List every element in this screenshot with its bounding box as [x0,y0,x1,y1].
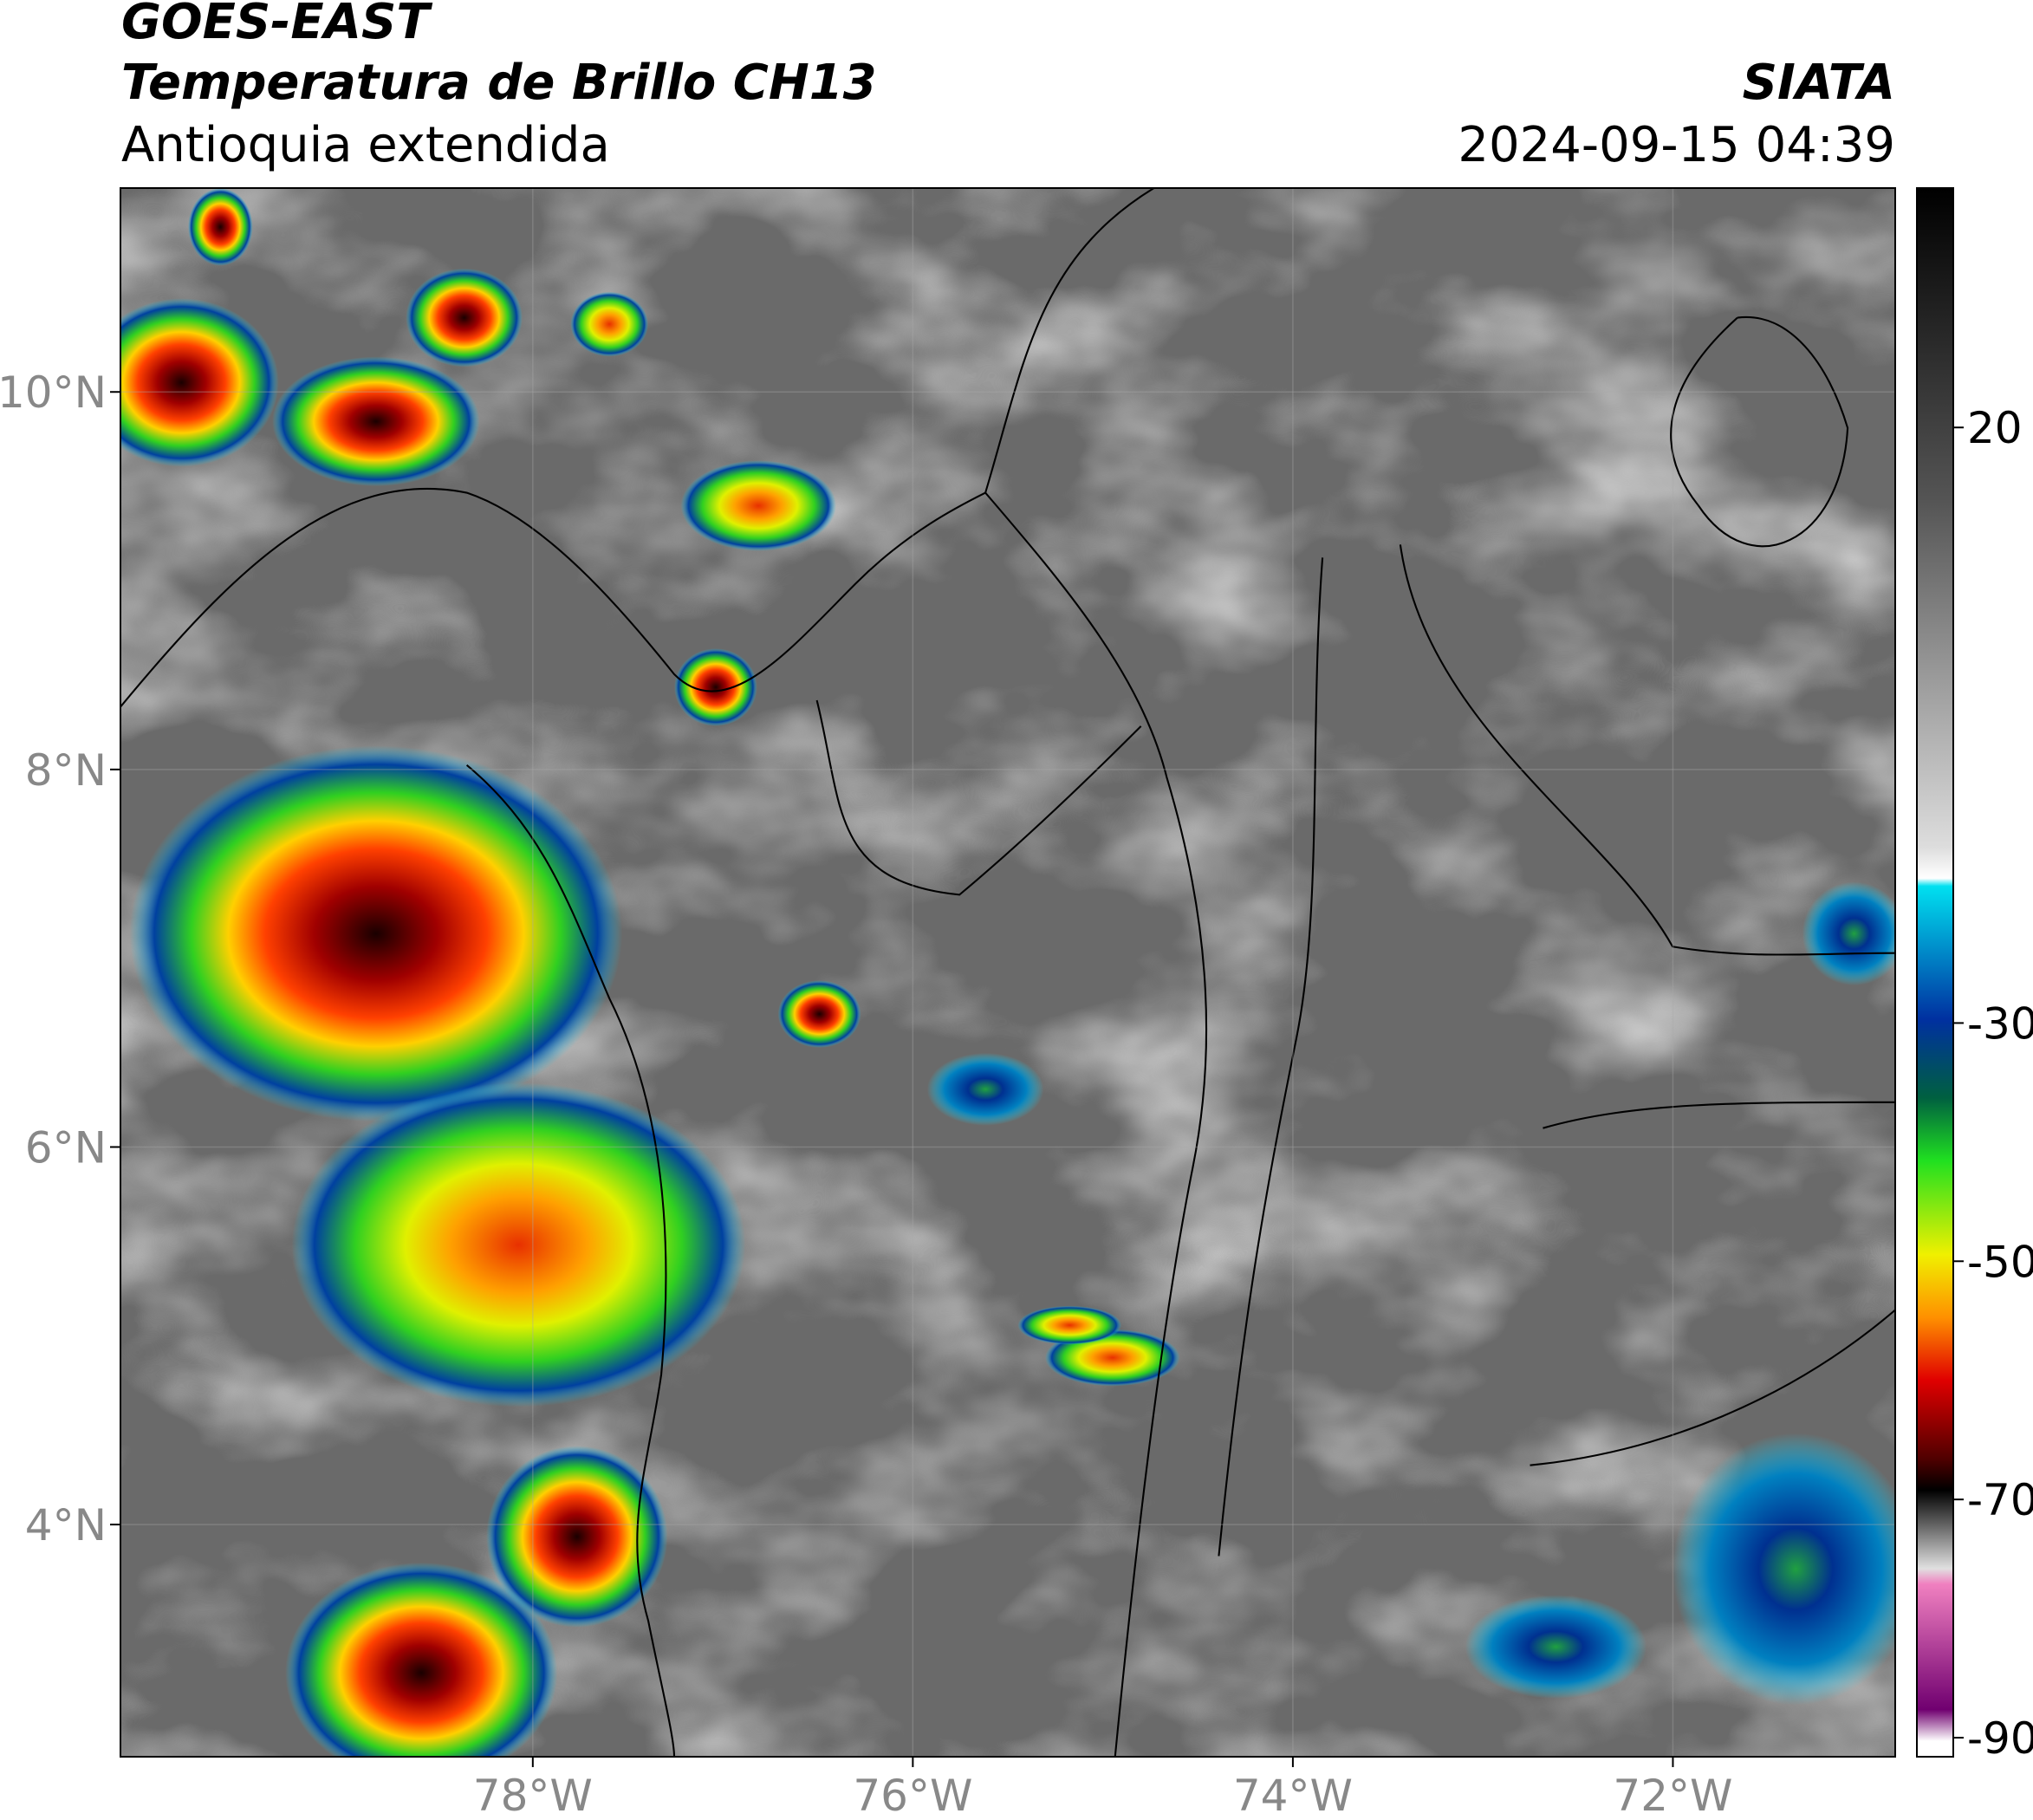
lon-tick-label: 78°W [473,1771,593,1820]
lon-tick-label: 72°W [1613,1771,1732,1820]
map-frame [120,187,1896,1758]
colorbar [1916,187,1954,1758]
gridlines [120,188,1895,1757]
colorbar-tick-label: -70 [1967,1475,2033,1525]
colorbar-tick-label: 20 [1967,403,2023,453]
lat-tick-label: 6°N [25,1122,107,1173]
lon-tick-label: 74°W [1233,1771,1353,1820]
lat-tick-label: 4°N [25,1500,107,1550]
lat-tick-label: 10°N [0,367,107,418]
title: GOES-EAST [121,0,432,50]
storms [120,188,1895,1757]
map [120,188,1895,1757]
timestamp: 2024-09-15 04:39 [1458,117,1895,173]
region: Antioquia extendida [121,117,610,173]
lon-tick-label: 76°W [853,1771,972,1820]
colorbar-tick-label: -90 [1967,1713,2033,1764]
colorbar-tick-label: -50 [1967,1237,2033,1287]
source: SIATA [1743,55,1895,111]
subtitle: Temperatura de Brillo CH13 [121,55,877,111]
colorbar-tick-label: -30 [1967,998,2033,1049]
borders [120,188,1895,1757]
lat-tick-label: 8°N [25,745,107,796]
